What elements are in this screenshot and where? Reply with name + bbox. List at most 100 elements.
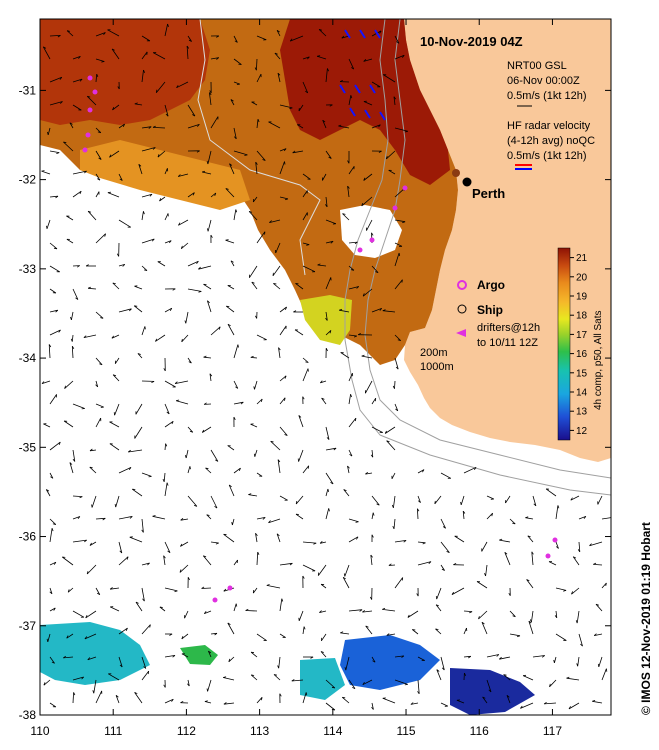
velocity-arrow bbox=[95, 417, 102, 428]
velocity-arrow-head bbox=[362, 610, 366, 613]
velocity-arrow-head bbox=[391, 504, 394, 508]
velocity-arrow-head bbox=[134, 692, 138, 695]
velocity-arrow bbox=[187, 192, 195, 198]
plot-frame bbox=[39, 18, 612, 716]
velocity-arrow-head bbox=[255, 161, 258, 165]
velocity-arrow bbox=[370, 554, 373, 566]
drifter-point bbox=[212, 597, 218, 603]
velocity-arrow bbox=[245, 610, 258, 612]
velocity-arrow-head bbox=[274, 52, 278, 55]
velocity-arrow-head bbox=[379, 30, 382, 34]
velocity-arrow bbox=[227, 622, 235, 635]
velocity-arrow bbox=[63, 420, 74, 428]
velocity-arrow-head bbox=[79, 191, 82, 195]
velocity-arrow bbox=[225, 239, 235, 244]
velocity-arrow-head bbox=[47, 131, 49, 135]
velocity-arrow bbox=[141, 193, 153, 198]
velocity-arrow-head bbox=[180, 700, 184, 704]
velocity-arrow bbox=[361, 355, 373, 359]
velocity-arrow bbox=[348, 166, 355, 175]
velocity-arrow-head bbox=[84, 539, 87, 543]
velocity-arrow bbox=[302, 173, 311, 180]
velocity-arrow bbox=[207, 150, 212, 165]
velocity-arrow bbox=[202, 426, 212, 433]
velocity-arrow bbox=[138, 164, 143, 175]
velocity-arrow-head bbox=[70, 316, 72, 321]
velocity-arrow bbox=[62, 556, 74, 566]
velocity-arrow-head bbox=[371, 706, 374, 710]
velocity-arrow bbox=[109, 421, 120, 428]
velocity-arrow-head bbox=[187, 577, 190, 581]
velocity-arrow bbox=[386, 440, 396, 451]
velocity-arrow-head bbox=[352, 687, 356, 690]
velocity-arrow-head bbox=[180, 245, 183, 249]
velocity-arrow-head bbox=[99, 363, 103, 366]
velocity-arrow bbox=[361, 196, 373, 207]
velocity-arrow bbox=[597, 495, 603, 505]
velocity-arrow bbox=[66, 30, 74, 37]
velocity-arrow bbox=[486, 679, 492, 693]
velocity-arrow bbox=[203, 283, 212, 290]
velocity-arrow-head bbox=[320, 380, 323, 384]
velocity-arrow bbox=[269, 219, 281, 223]
velocity-arrow-head bbox=[298, 415, 302, 418]
velocity-arrow-head bbox=[496, 654, 500, 657]
velocity-arrow bbox=[95, 173, 101, 181]
velocity-arrow-head bbox=[277, 459, 281, 463]
velocity-arrow-head bbox=[198, 291, 202, 293]
velocity-arrow-head bbox=[41, 170, 45, 172]
velocity-arrow-head bbox=[59, 76, 63, 80]
velocity-arrow-head bbox=[165, 443, 168, 447]
colorbar-tick-label: 12 bbox=[576, 426, 588, 437]
velocity-arrow-head bbox=[554, 615, 558, 619]
velocity-arrow bbox=[207, 300, 212, 313]
velocity-arrow-head bbox=[233, 416, 236, 420]
velocity-arrow bbox=[250, 674, 258, 681]
hf-arrow bbox=[344, 29, 351, 39]
velocity-arrow-head bbox=[87, 657, 91, 661]
velocity-arrow-head bbox=[392, 525, 395, 530]
legend-nrt-2: 06-Nov 00:00Z bbox=[507, 75, 580, 87]
velocity-arrow-head bbox=[227, 622, 231, 625]
velocity-arrow-head bbox=[436, 669, 440, 672]
velocity-arrow-head bbox=[143, 211, 145, 215]
velocity-arrow bbox=[348, 518, 359, 523]
velocity-arrow bbox=[71, 346, 74, 359]
velocity-arrow bbox=[279, 148, 287, 152]
velocity-arrow bbox=[110, 606, 120, 612]
velocity-arrow-head bbox=[215, 459, 219, 462]
velocity-arrow-head bbox=[84, 170, 87, 174]
velocity-arrow bbox=[89, 541, 97, 546]
velocity-arrow bbox=[371, 81, 381, 88]
velocity-arrow bbox=[302, 81, 309, 94]
velocity-arrow-head bbox=[167, 550, 171, 554]
velocity-arrow bbox=[42, 46, 51, 60]
velocity-arrow-head bbox=[563, 590, 567, 592]
velocity-arrow bbox=[274, 52, 281, 60]
velocity-arrow-head bbox=[117, 86, 120, 90]
velocity-arrow bbox=[320, 541, 327, 544]
velocity-arrow-head bbox=[230, 260, 234, 263]
velocity-arrow bbox=[325, 311, 328, 321]
velocity-arrow-head bbox=[189, 466, 191, 470]
velocity-arrow-head bbox=[365, 471, 369, 475]
velocity-arrow-head bbox=[473, 467, 477, 470]
velocity-arrow-head bbox=[174, 381, 178, 384]
velocity-arrow-head bbox=[144, 326, 146, 330]
velocity-arrow bbox=[486, 495, 494, 500]
velocity-arrow bbox=[386, 150, 396, 160]
velocity-arrow-head bbox=[526, 579, 530, 582]
velocity-arrow-head bbox=[329, 330, 332, 334]
velocity-arrow-head bbox=[512, 522, 516, 525]
velocity-arrow-head bbox=[322, 119, 326, 123]
velocity-arrow bbox=[348, 394, 351, 405]
velocity-arrow-head bbox=[404, 684, 408, 686]
velocity-arrow bbox=[436, 587, 442, 600]
velocity-arrow bbox=[256, 58, 258, 71]
velocity-arrow-head bbox=[363, 177, 366, 181]
velocity-arrow bbox=[109, 443, 120, 451]
velocity-arrow bbox=[345, 656, 350, 671]
velocity-arrow bbox=[49, 561, 57, 566]
velocity-arrow-head bbox=[52, 523, 56, 525]
drifter-point bbox=[82, 147, 88, 153]
